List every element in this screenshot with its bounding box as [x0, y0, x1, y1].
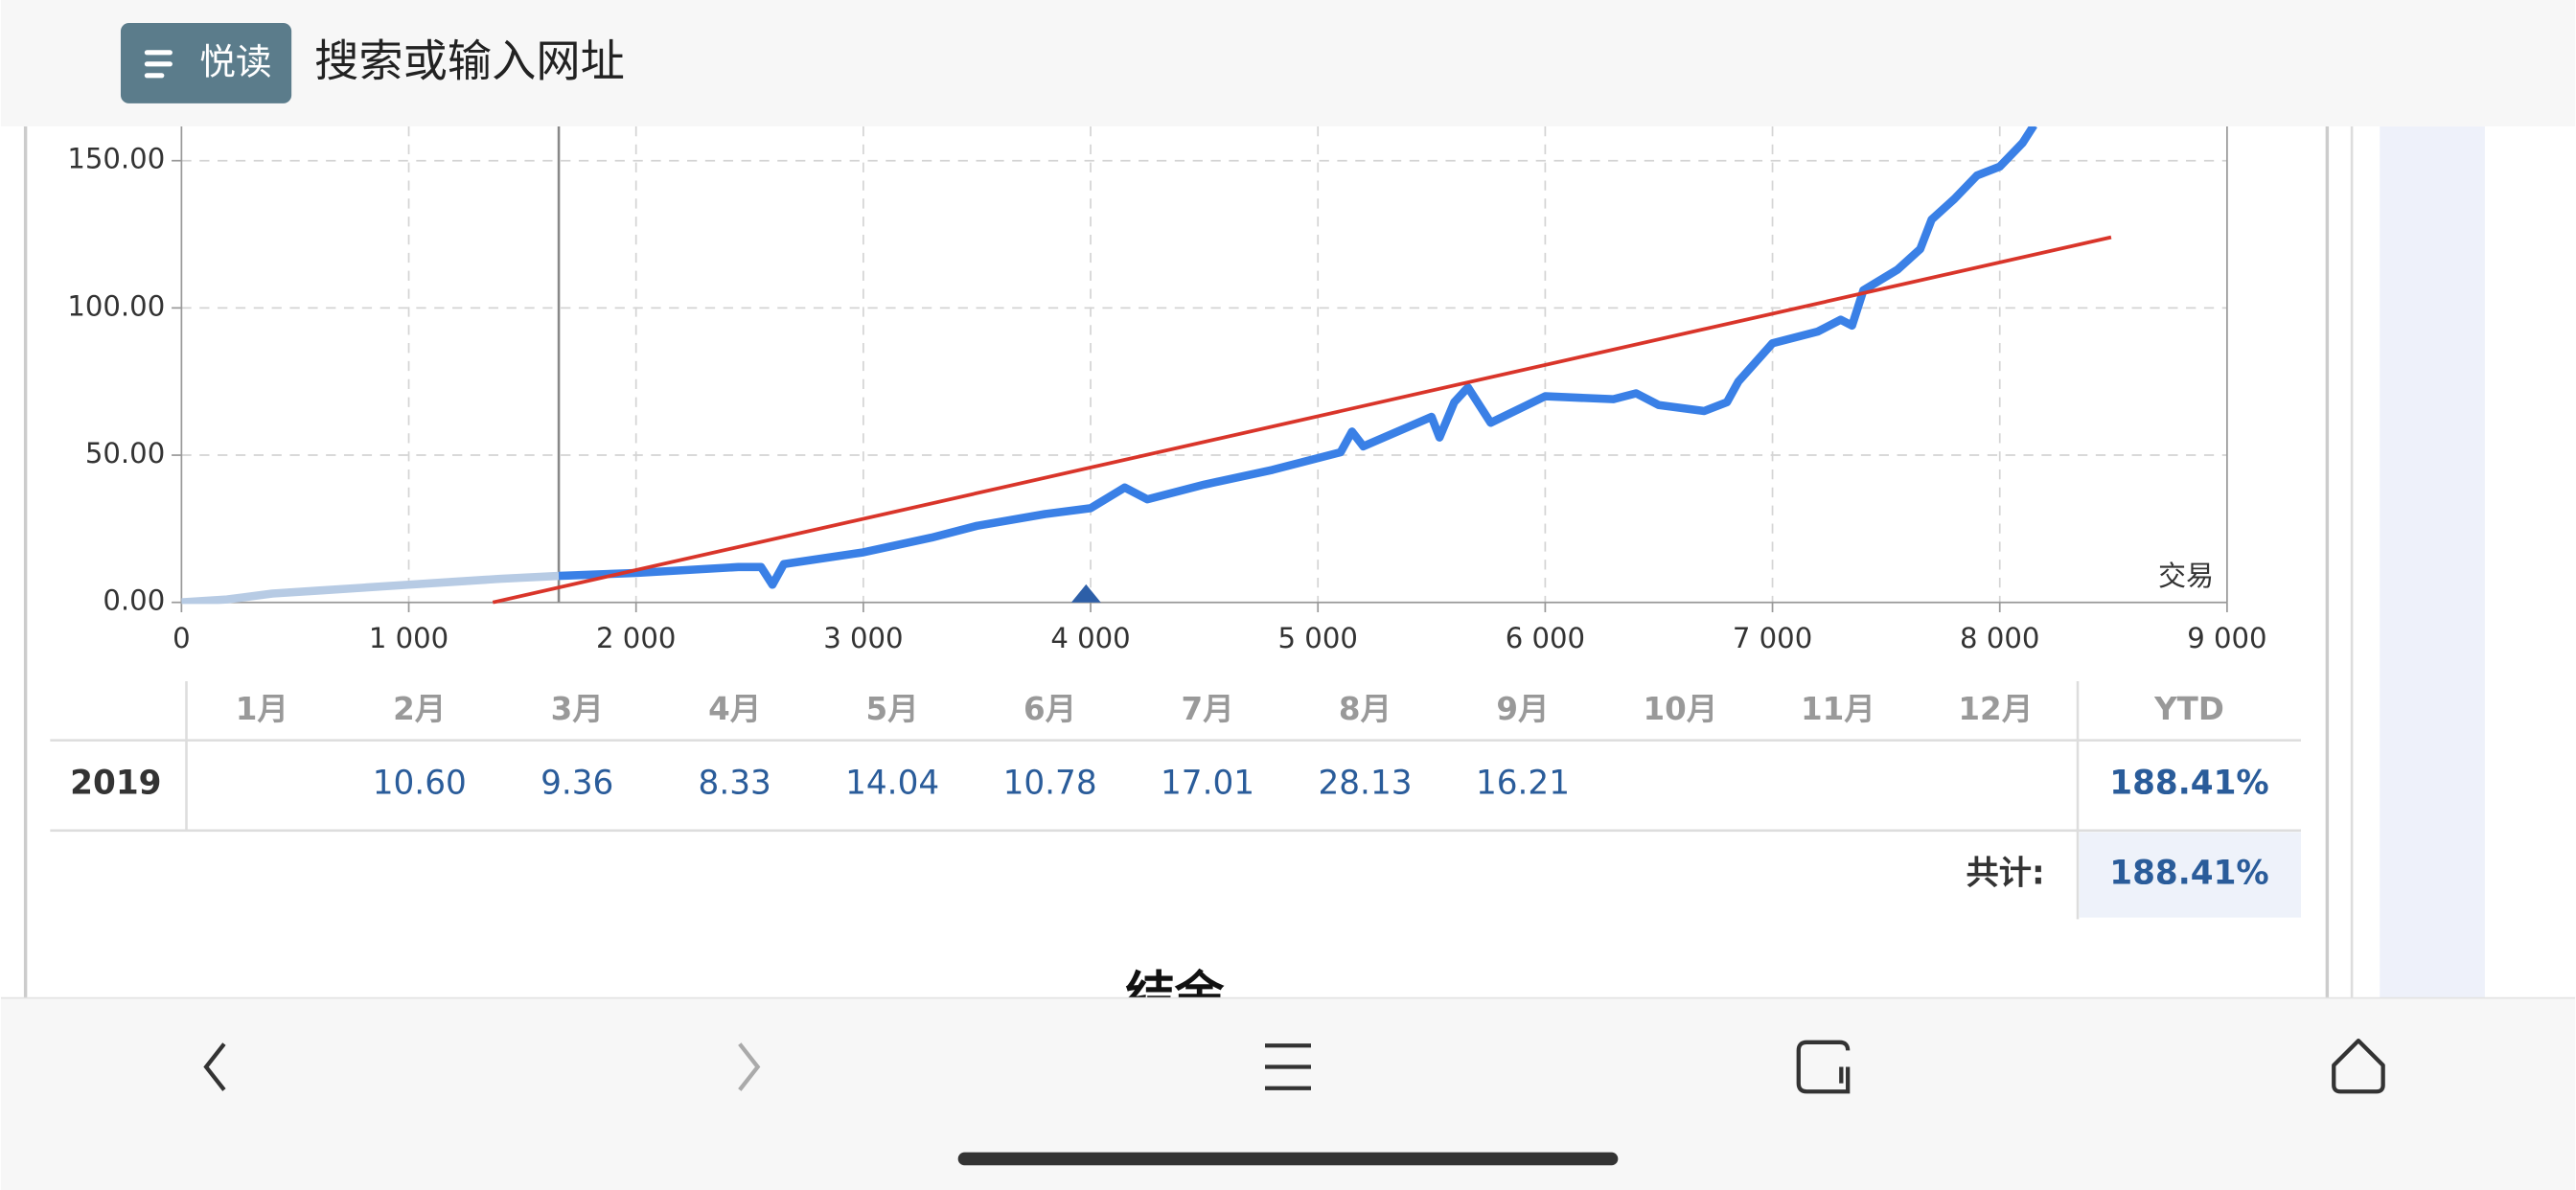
address-bar[interactable]: 搜索或输入网址: [314, 34, 625, 86]
total-label: 共计:: [1966, 855, 2045, 893]
month-value: 8.33: [699, 764, 771, 802]
annotation: 交易: [2158, 560, 2214, 592]
reader-label: 悦读: [199, 40, 271, 82]
reader-button-bg: [120, 22, 292, 103]
home-button[interactable]: [2332, 1038, 2385, 1094]
month-header: 7月: [1181, 691, 1233, 727]
month-header: 8月: [1339, 691, 1392, 727]
x-tick-label: 9 000: [2187, 622, 2266, 654]
month-value: 28.13: [1318, 764, 1412, 802]
month-header: 2月: [393, 691, 446, 727]
browser-top-bar: [0, 0, 2576, 126]
menu-button[interactable]: [1265, 1043, 1311, 1090]
y-tick-label: 100.00: [67, 289, 165, 322]
month-header: 6月: [1024, 691, 1076, 727]
month-header: 12月: [1958, 691, 2033, 727]
x-tick-label: 5 000: [1278, 622, 1358, 654]
month-value: 10.60: [373, 764, 467, 802]
ytd-value: 188.41%: [2109, 764, 2268, 802]
x-tick-label: 2 000: [596, 622, 676, 654]
series-line: [492, 235, 2112, 605]
month-header: 11月: [1801, 691, 1875, 727]
series-line: [181, 571, 560, 605]
x-tick-label: 7 000: [1733, 622, 1812, 654]
total-cell: [2079, 832, 2301, 918]
series-line: [558, 126, 2037, 589]
month-header: 4月: [708, 691, 761, 727]
x-tick-label: 0: [172, 622, 191, 654]
x-tick-label: 3 000: [823, 622, 903, 654]
month-header: 1月: [236, 691, 288, 727]
y-tick-label: 150.00: [67, 143, 165, 175]
month-value: 9.36: [540, 764, 613, 802]
reader-button[interactable]: 悦读: [120, 22, 292, 103]
y-tick-label: 50.00: [85, 437, 165, 469]
back-button[interactable]: [203, 1042, 226, 1091]
x-tick-label: 8 000: [1960, 622, 2039, 654]
month-header: 9月: [1496, 691, 1549, 727]
y-tick-label: 0.00: [103, 584, 165, 617]
month-header: 10月: [1644, 691, 1718, 727]
forward-button[interactable]: [738, 1042, 761, 1091]
year-label: 2019: [70, 764, 161, 802]
home-indicator: [957, 1152, 1619, 1166]
plot-area: [181, 126, 2112, 605]
side-panel: [2380, 126, 2485, 998]
table: 1月 2月 3月 4月 5月 6月 7月 8月 9月 10月 11月 12月 YTD 2019 10.60 9…: [50, 680, 2301, 920]
x-tick-label: 6 000: [1506, 622, 1585, 654]
month-value: 16.21: [1476, 764, 1570, 802]
marker: [1070, 584, 1101, 603]
total-value: 188.41%: [2109, 855, 2268, 893]
ytd-header: YTD: [2153, 691, 2224, 727]
month-value: 10.78: [1003, 764, 1097, 802]
month-header: 5月: [866, 691, 919, 727]
month-value: 17.01: [1161, 764, 1254, 802]
chart: 0.00 50.00 100.00 150.00 0 1 000 2 000 3 000 4 0…: [67, 126, 2267, 654]
month-value: 14.04: [845, 764, 939, 802]
x-tick-label: 1 000: [369, 622, 448, 654]
month-header: 3月: [551, 691, 604, 727]
tabs-button[interactable]: [1796, 1040, 1851, 1094]
x-tick-label: 4 000: [1050, 622, 1130, 654]
